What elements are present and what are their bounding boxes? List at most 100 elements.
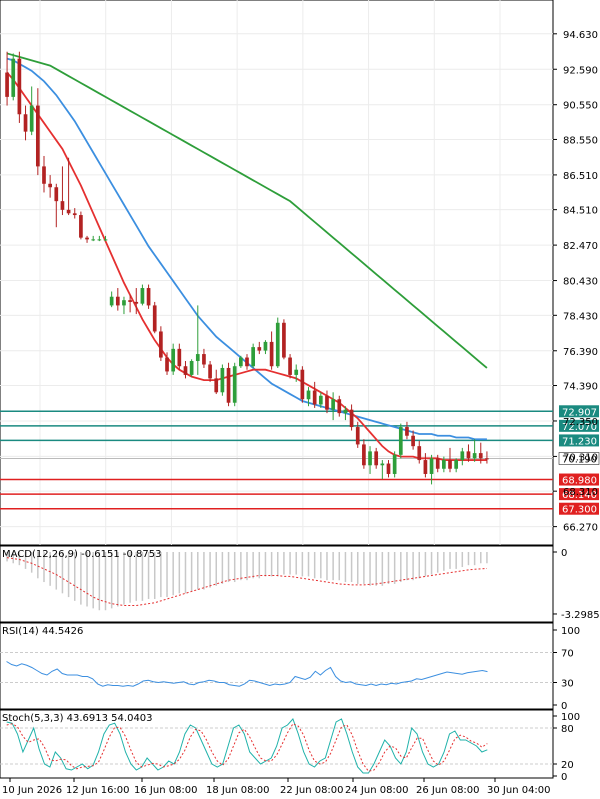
macd-panel[interactable]: 0 -3.2985 MACD(12,26,9) -0.6151 -0.8753 xyxy=(0,545,600,623)
candle xyxy=(306,387,311,407)
macd-label: MACD(12,26,9) -0.6151 -0.8753 xyxy=(2,549,162,560)
price-tick-label: 84.510 xyxy=(563,206,598,217)
candle xyxy=(72,208,77,219)
candle-body xyxy=(257,347,262,351)
stoch-d-line xyxy=(6,723,488,772)
candle-body xyxy=(97,239,102,241)
current-price-label: 70.190 xyxy=(562,455,597,466)
candle-body xyxy=(448,460,452,469)
candle xyxy=(429,454,434,485)
stoch-tick-label: 80 xyxy=(561,724,574,735)
candle-body xyxy=(306,390,311,400)
candle xyxy=(35,88,40,176)
candle-body xyxy=(442,460,446,469)
candle xyxy=(239,355,243,368)
candle-body xyxy=(232,366,237,403)
candle xyxy=(435,454,440,473)
candle xyxy=(386,460,391,478)
candle-body xyxy=(140,288,145,304)
candle xyxy=(97,235,102,242)
candle xyxy=(85,235,89,243)
candle-body xyxy=(312,390,317,405)
macd-tick-label: -3.2985 xyxy=(561,610,600,621)
candle-body xyxy=(380,463,385,466)
candle xyxy=(275,317,280,368)
candle-body xyxy=(177,348,182,367)
candle-body xyxy=(165,357,169,372)
current-price-tag xyxy=(558,452,600,465)
candle-body xyxy=(478,453,483,459)
candle-body xyxy=(349,409,354,428)
macd-panel-frame xyxy=(0,545,554,623)
candle-body xyxy=(23,114,28,132)
candle-body xyxy=(386,463,391,474)
candle-body xyxy=(189,361,194,375)
price-y-axis: 94.630 92.590 90.550 88.550 86.510 84.510 82.4… xyxy=(553,30,598,534)
candle-body xyxy=(226,367,231,403)
x-tick-label: 12 Jun 16:00 xyxy=(66,785,130,796)
candle-body xyxy=(60,201,65,210)
candle xyxy=(232,362,237,407)
candle xyxy=(11,53,16,101)
candle-body xyxy=(318,395,323,405)
candle-body xyxy=(122,300,126,306)
candle-body xyxy=(146,288,151,306)
candle-body xyxy=(411,435,415,447)
candle-body xyxy=(220,367,225,393)
level-tag xyxy=(559,434,599,447)
candle xyxy=(122,296,126,315)
price-levels: 72.907 72.070 71.230 68.980 68.140 67.300 70.1… xyxy=(0,405,600,516)
candle-body xyxy=(17,58,22,115)
candle xyxy=(152,301,157,334)
candle-body xyxy=(355,427,360,445)
candle xyxy=(245,354,249,370)
candle xyxy=(405,421,409,440)
candle xyxy=(208,361,212,382)
candle-body xyxy=(183,366,188,375)
stoch-tick-label: 20 xyxy=(561,760,574,771)
candle xyxy=(294,364,299,382)
candle xyxy=(42,155,46,193)
candle-body xyxy=(208,364,212,379)
candle-body xyxy=(485,458,489,460)
price-panel[interactable]: 72.907 72.070 71.230 68.980 68.140 67.300 70.1… xyxy=(0,0,600,546)
candle xyxy=(269,331,274,370)
candle xyxy=(448,447,452,473)
candle-body xyxy=(288,357,292,375)
candle-body xyxy=(417,446,422,461)
stoch-label: Stoch(5,3,3) 43.6913 54.0403 xyxy=(2,713,153,724)
moving-averages xyxy=(6,52,488,461)
candle xyxy=(442,456,446,473)
rsi-panel[interactable]: 100 70 30 0 RSI(14) 44.5426 xyxy=(0,622,580,712)
price-tick-label: 68.310 xyxy=(563,487,598,498)
candle-body xyxy=(392,454,397,474)
candle xyxy=(165,352,169,375)
candle xyxy=(23,105,28,141)
stoch-k-line xyxy=(6,718,488,774)
candle-body xyxy=(263,341,268,351)
level-tag xyxy=(559,405,599,418)
candle xyxy=(472,439,477,462)
stoch-tick-label: 100 xyxy=(561,712,580,723)
level-tag xyxy=(559,473,599,486)
candle xyxy=(300,366,305,403)
candle xyxy=(103,235,108,242)
candle-body xyxy=(159,331,163,358)
rsi-tick-label: 70 xyxy=(561,649,574,660)
x-tick-label: 18 Jun 08:00 xyxy=(206,785,270,796)
rsi-tick-label: 100 xyxy=(561,626,580,637)
candle-body xyxy=(454,460,459,469)
candle xyxy=(183,361,188,379)
candle-body xyxy=(362,444,366,466)
price-tick-label: 72.350 xyxy=(563,417,598,428)
price-tick-label: 94.630 xyxy=(563,30,598,41)
candle-body xyxy=(275,322,280,367)
price-tick-label: 70.310 xyxy=(563,452,598,463)
candle-body xyxy=(423,460,428,474)
level-label: 68.140 xyxy=(562,490,597,501)
price-panel-frame xyxy=(0,0,554,546)
candle xyxy=(466,444,471,462)
